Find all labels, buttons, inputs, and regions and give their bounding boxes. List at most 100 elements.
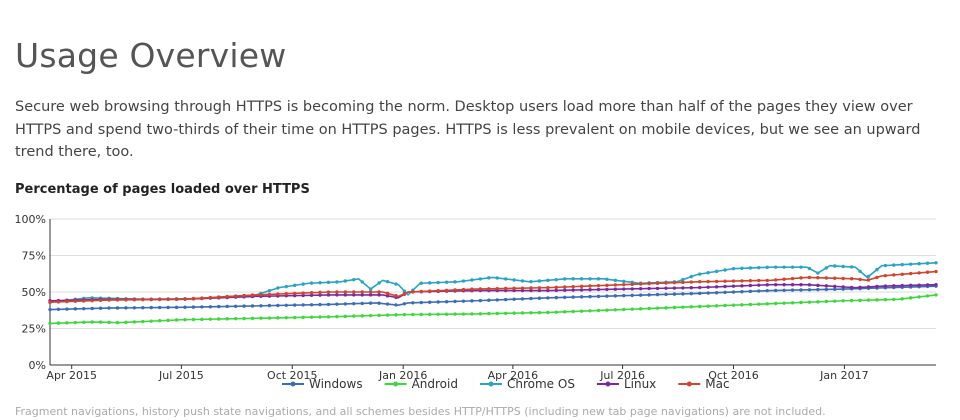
x-tick-label: Oct 2015 (267, 369, 318, 382)
data-point (613, 278, 618, 283)
data-point (512, 278, 516, 282)
data-point (588, 294, 592, 299)
y-tick-label: 100% (15, 213, 46, 226)
data-point (740, 279, 744, 283)
data-point (436, 312, 440, 316)
series-line-windows (49, 285, 937, 311)
data-point (579, 284, 584, 289)
data-point (714, 304, 719, 308)
data-point (115, 306, 120, 310)
data-point (655, 281, 660, 286)
data-point (495, 298, 499, 302)
data-point (284, 292, 288, 296)
legend-item-android[interactable]: Android (384, 377, 458, 391)
data-point (866, 285, 871, 289)
data-point (858, 277, 862, 282)
legend-label: Linux (624, 377, 656, 391)
data-point (816, 276, 820, 280)
data-point (377, 281, 381, 285)
data-point (208, 305, 213, 309)
data-point (799, 265, 803, 269)
data-point (605, 277, 609, 281)
data-point (875, 275, 879, 280)
legend-label: Windows (309, 377, 363, 391)
x-tick-label: Jul 2015 (158, 369, 204, 382)
data-point (301, 315, 305, 320)
data-point (360, 280, 364, 284)
data-point (773, 283, 778, 287)
data-point (588, 277, 592, 281)
data-point (428, 281, 432, 285)
data-point (799, 276, 803, 280)
data-point (672, 280, 677, 285)
data-point (900, 283, 904, 288)
data-point (672, 286, 677, 290)
data-point (866, 274, 871, 279)
data-point (638, 282, 643, 286)
data-point (453, 312, 457, 316)
data-point (841, 264, 845, 269)
data-point (689, 280, 693, 284)
data-point (529, 288, 533, 293)
data-point (563, 277, 567, 281)
data-point (141, 297, 145, 302)
data-point (807, 288, 812, 292)
data-point (98, 298, 103, 303)
legend-item-linux[interactable]: Linux (596, 377, 656, 391)
data-point (157, 319, 162, 323)
data-point (672, 292, 677, 296)
data-point (833, 276, 837, 280)
data-point (731, 279, 736, 283)
data-point (917, 295, 921, 299)
data-point (200, 317, 204, 322)
data-point (48, 300, 52, 304)
data-point (385, 291, 390, 296)
data-point (394, 303, 398, 307)
data-point (360, 314, 364, 318)
chart-legend[interactable]: Windows Android Chrome OS Linux Mac (282, 377, 730, 391)
data-point (647, 293, 651, 297)
data-point (470, 287, 474, 291)
data-point (352, 290, 356, 294)
data-point (917, 283, 921, 287)
data-point (470, 312, 474, 316)
data-point (546, 310, 550, 315)
data-point (866, 298, 871, 302)
data-point (934, 261, 938, 265)
data-point (892, 273, 896, 277)
data-point (394, 294, 398, 298)
data-point (318, 293, 322, 297)
data-point (681, 286, 685, 290)
y-tick-label: 0% (29, 359, 46, 372)
data-point (191, 317, 196, 322)
x-tick-label: Jan 2017 (819, 369, 868, 382)
data-point (892, 297, 896, 302)
data-point (748, 289, 753, 294)
data-point (309, 293, 314, 297)
data-point (765, 278, 769, 283)
data-point (48, 321, 52, 326)
data-point (748, 279, 753, 283)
data-point (757, 265, 761, 270)
data-point (411, 312, 415, 317)
data-point (200, 296, 204, 300)
data-point (461, 279, 466, 283)
data-point (495, 311, 499, 316)
data-point (925, 283, 930, 287)
data-point (233, 304, 238, 308)
data-point (773, 288, 778, 293)
x-tick-label: Jan 2016 (378, 369, 427, 382)
data-point (782, 288, 786, 292)
data-point (672, 305, 677, 310)
legend-item-windows[interactable]: Windows (282, 377, 363, 391)
data-point (98, 320, 103, 324)
data-point (613, 283, 618, 287)
data-point (174, 297, 179, 302)
legend-item-chrome-os[interactable]: Chrome OS (479, 377, 575, 391)
data-point (731, 266, 736, 271)
data-point (605, 308, 609, 312)
data-point (546, 285, 550, 290)
data-point (352, 301, 356, 306)
legend-item-mac[interactable]: Mac (678, 377, 730, 391)
data-point (546, 288, 550, 293)
